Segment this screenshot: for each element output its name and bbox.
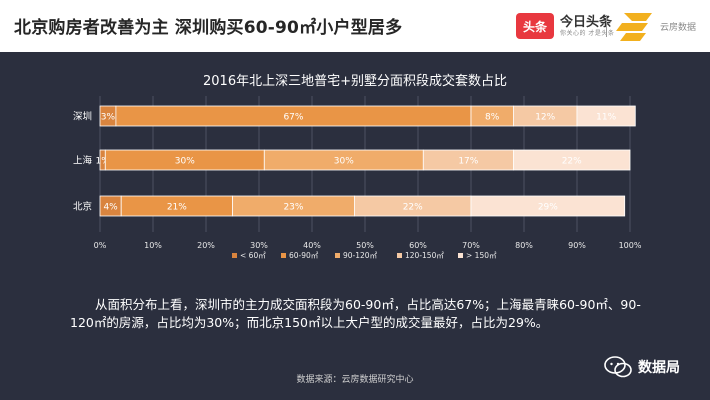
bar-data-label: 30% [175, 157, 195, 167]
bar-segment [470, 195, 626, 217]
page-headline: 北京购房者改善为主 深圳购买60-90㎡小户型居多 [14, 18, 403, 38]
x-tick-label: 20% [197, 241, 215, 250]
legend-swatch [232, 253, 237, 258]
bar-data-label: 22% [562, 157, 582, 167]
legend-label: < 60㎡ [240, 251, 266, 260]
bar-data-label: 4% [103, 203, 118, 213]
toutiao-logo-icon: 头条 [516, 13, 554, 39]
x-tick-label: 90% [568, 241, 586, 250]
bar-data-label: 1% [96, 157, 111, 167]
bar-data-label: 23% [283, 203, 303, 213]
data-source-note: 数据来源：云房数据研究中心 [296, 375, 414, 385]
legend-label: > 150㎡ [466, 251, 497, 260]
x-tick-label: 80% [515, 241, 533, 250]
legend-label: 120-150㎡ [405, 251, 444, 260]
stacked-bar-chart: 0% 10% 20% 30% 40% 50% 60% 70% 80% 90% 100% 深圳 3% 67%… [73, 96, 642, 260]
yunfang-s-logo-icon [616, 13, 652, 41]
bar-data-label: 3% [101, 113, 116, 123]
x-tick-label: 50% [356, 241, 374, 250]
bar-data-label: 29% [538, 203, 558, 213]
wechat-icon [604, 356, 632, 378]
summary-paragraph-text: 从面积分布上看，深圳市的主力成交面积段为60-90㎡，占比高达67%；上海最青睐… [70, 297, 641, 330]
x-tick-label: 30% [250, 241, 268, 250]
bar-data-label: 11% [596, 113, 616, 123]
x-tick-label: 0% [94, 241, 107, 250]
legend-swatch [281, 253, 286, 258]
bar-data-label: 21% [167, 203, 187, 213]
x-tick-label: 70% [462, 241, 480, 250]
toutiao-brand-name: 今日头条 [560, 15, 613, 30]
bar-data-label: 17% [458, 157, 478, 167]
bar-segment [513, 149, 631, 171]
bar-data-label: 67% [283, 113, 303, 123]
toutiao-brand-slogan: 你关心的 才是头条 [560, 30, 615, 37]
legend-swatch [397, 253, 402, 258]
bar-segment [576, 105, 636, 127]
header-bar: 北京购房者改善为主 深圳购买60-90㎡小户型居多 头条 今日头条 你关心的 才… [0, 0, 710, 52]
x-tick-label: 100% [619, 241, 642, 250]
legend-swatch [458, 253, 463, 258]
legend-swatch [335, 253, 340, 258]
category-label: 北京 [73, 201, 92, 213]
footer-account-name: 数据局 [638, 360, 680, 376]
chart-title: 2016年北上深三地普宅+别墅分面积段成交套数占比 [203, 74, 507, 89]
brand-divider [606, 15, 607, 37]
bar-data-label: 30% [334, 157, 354, 167]
legend-label: 90-120㎡ [343, 251, 378, 260]
x-tick-label: 60% [409, 241, 427, 250]
bar-data-label: 8% [485, 113, 500, 123]
category-label: 深圳 [73, 112, 92, 123]
footer-logo: 数据局 [604, 356, 680, 378]
bar-data-label: 22% [403, 203, 423, 213]
bar-data-label: 12% [535, 113, 555, 123]
x-tick-label: 10% [144, 241, 162, 250]
summary-paragraph: 从面积分布上看，深圳市的主力成交面积段为60-90㎡，占比高达67%；上海最青睐… [70, 296, 660, 332]
yunfang-brand-name: 云房数据 [660, 23, 697, 33]
legend-label: 60-90㎡ [289, 251, 319, 260]
x-tick-label: 40% [303, 241, 321, 250]
category-label: 上海 [73, 155, 93, 167]
